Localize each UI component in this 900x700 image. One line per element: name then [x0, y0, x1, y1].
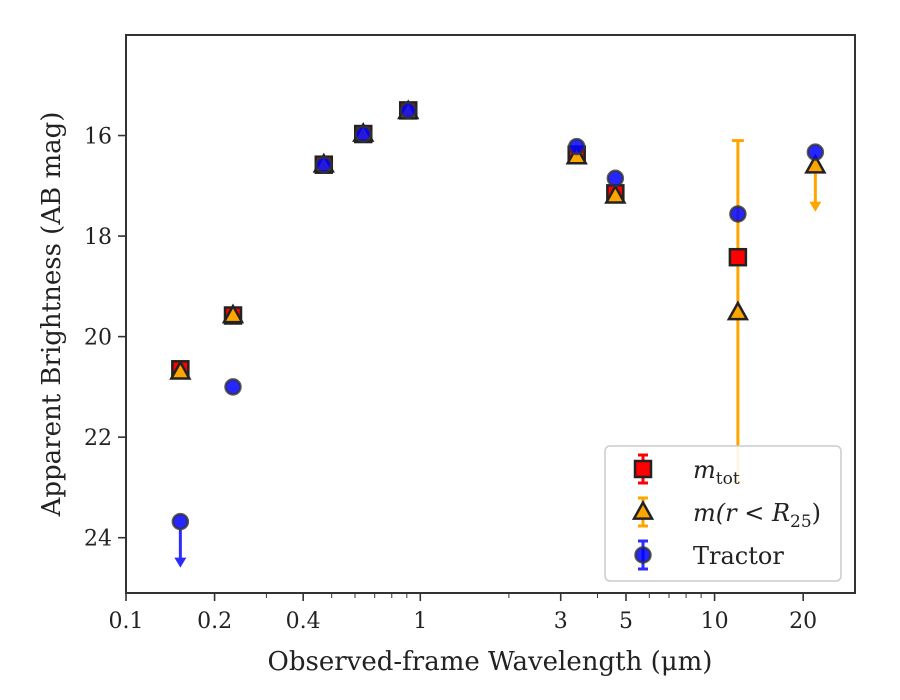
series-m-r-r25 — [169, 99, 827, 380]
legend-entry-m-r-r25: m(r < R25) — [631, 496, 821, 532]
upper-limit-arrow — [174, 529, 187, 568]
legend-label: mtot — [693, 456, 740, 489]
legend-box — [604, 445, 842, 582]
upper-limit-arrow — [809, 173, 822, 212]
data-point — [567, 137, 586, 156]
axis-ticks: 0.1 0.2 0.4 1 3 5 10 20 16 18 20 22 24 — [84, 125, 817, 634]
x-tick-label: 10 — [701, 609, 729, 634]
data-point — [726, 300, 750, 321]
x-tick-label: 1 — [413, 609, 427, 634]
x-axis-label: Observed-frame Wavelength (μm) — [268, 647, 713, 677]
data-point — [606, 169, 625, 188]
data-point — [399, 101, 417, 120]
data-point — [806, 143, 825, 161]
legend-marker — [633, 459, 653, 479]
y-tick-label: 20 — [84, 326, 112, 351]
x-tick-label: 0.2 — [197, 609, 232, 634]
y-axis-label: Apparent Brightness (AB mag) — [37, 112, 67, 518]
data-point — [804, 153, 827, 174]
x-tick-label: 3 — [554, 609, 568, 634]
y-tick-label: 16 — [84, 125, 112, 150]
legend-label: Tractor — [693, 542, 784, 570]
legend-label: m(r < R25) — [693, 499, 821, 532]
x-tick-label: 0.4 — [286, 609, 321, 634]
y-tick-label: 22 — [84, 426, 112, 451]
series-tractor — [171, 101, 825, 568]
y-tick-label: 24 — [84, 527, 112, 552]
data-point — [315, 155, 333, 174]
x-tick-label: 0.1 — [109, 609, 144, 634]
data-point — [169, 359, 192, 380]
data-point — [224, 378, 242, 396]
x-tick-label: 20 — [789, 609, 817, 634]
data-point — [354, 125, 373, 143]
data-point — [221, 303, 245, 324]
data-point — [604, 183, 627, 204]
limit-arrow-head — [809, 201, 822, 212]
x-tick-label: 5 — [619, 609, 633, 634]
legend-marker — [634, 546, 652, 564]
legend-marker — [631, 499, 655, 520]
series-mtot — [171, 101, 748, 484]
y-tick-label: 18 — [84, 225, 112, 250]
data-point — [171, 512, 190, 531]
data-point — [728, 247, 748, 267]
legend: mtot m(r < R25) Tractor — [604, 445, 842, 582]
legend-entry-tractor: Tractor — [634, 539, 784, 571]
data-marks — [169, 99, 827, 568]
limit-arrow-head — [174, 557, 187, 568]
legend-entry-mtot: mtot — [633, 453, 740, 489]
data-point — [729, 205, 747, 223]
plot-frame — [125, 34, 856, 594]
